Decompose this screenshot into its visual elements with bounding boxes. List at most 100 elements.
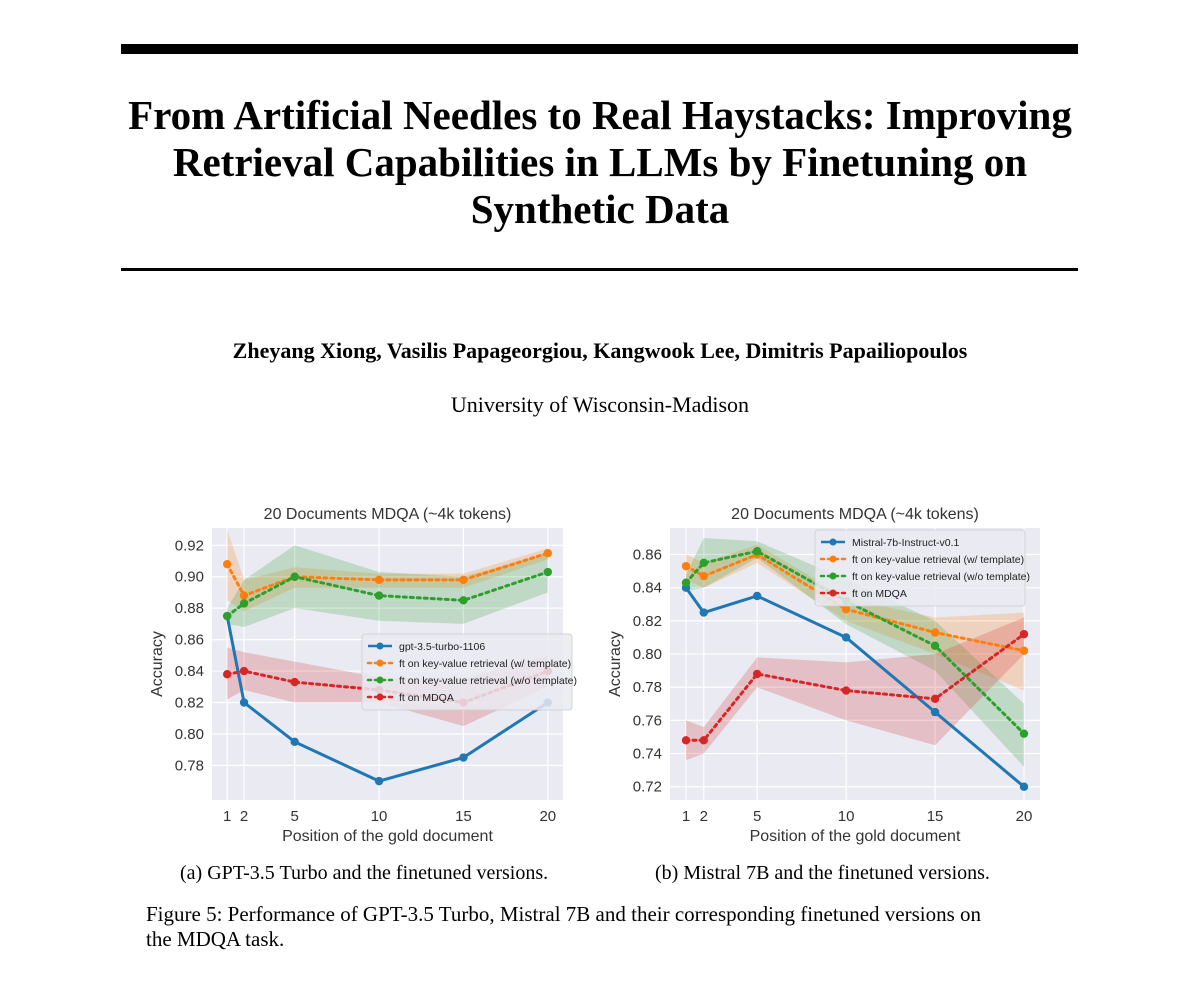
y-tick-label: 0.84 [633, 580, 662, 597]
y-axis-label: Accuracy [149, 631, 166, 697]
top-rule [121, 44, 1078, 54]
data-point [930, 641, 940, 650]
data-point [841, 686, 851, 695]
legend-marker [376, 676, 384, 684]
data-point [239, 599, 249, 608]
x-tick-label: 1 [223, 808, 231, 825]
legend-label: ft on key-value retrieval (w/ template) [852, 554, 1024, 566]
data-point [752, 669, 762, 679]
confidence-band [227, 545, 548, 628]
data-point [239, 666, 249, 676]
y-tick-label: 0.80 [633, 646, 662, 663]
chart-gpt35: 0.78 0.80 0.82 0.84 0.86 0.88 0.90 0.92 1 2 5 10 15 2… [149, 506, 577, 845]
legend-label: ft on key-value retrieval (w/ template) [399, 658, 571, 670]
x-tick-label: 15 [455, 808, 472, 825]
data-point [1019, 629, 1029, 639]
legend-box [361, 633, 573, 711]
data-point [681, 736, 691, 745]
data-point [699, 558, 708, 568]
data-point [459, 596, 468, 605]
data-point [699, 736, 708, 745]
x-tick-label: 15 [927, 808, 944, 825]
data-point [841, 633, 851, 642]
y-tick-label: 0.86 [175, 632, 204, 649]
figure-caption-line-2: the MDQA task. [146, 927, 285, 951]
legend-label: ft on key-value retrieval (w/o template) [399, 675, 577, 687]
affiliation: University of Wisconsin-Madison [450, 392, 750, 417]
legend-marker [829, 538, 837, 546]
y-tick-label: 0.82 [175, 695, 204, 712]
data-point [752, 547, 762, 556]
chart-title: 20 Documents MDQA (~4k tokens) [731, 506, 979, 523]
chart-mistral: 0.72 0.74 0.76 0.78 0.80 0.82 0.84 0.86 1 2 5 10 15 2… [607, 506, 1040, 845]
y-tick-label: 0.78 [633, 679, 662, 696]
x-tick-label: 10 [371, 808, 388, 825]
data-point [752, 591, 762, 601]
x-tick-label: 20 [1016, 808, 1033, 825]
legend-label: ft on key-value retrieval (w/o template) [852, 571, 1030, 583]
series-line [684, 586, 1025, 788]
legend-label: ft on MDQA [399, 692, 454, 704]
figure-caption: Figure 5: Performance of GPT-3.5 Turbo, … [146, 902, 1066, 952]
data-point [699, 571, 708, 581]
x-tick-label: 1 [682, 808, 690, 825]
y-tick-label: 0.86 [633, 547, 662, 564]
y-tick-label: 0.92 [175, 537, 204, 554]
title-rule [121, 268, 1078, 271]
legend-label: gpt-3.5-turbo-1106 [399, 641, 485, 653]
data-point [930, 707, 940, 717]
data-point [290, 737, 299, 747]
data-point [222, 559, 232, 569]
y-tick-label: 0.72 [633, 779, 662, 796]
title-line-1: From Artificial Needles to Real Haystack… [128, 92, 1072, 138]
x-tick-label: 2 [240, 808, 248, 825]
data-point [290, 572, 299, 581]
data-point [681, 578, 691, 587]
data-point [841, 605, 851, 614]
chart-title: 20 Documents MDQA (~4k tokens) [264, 506, 512, 523]
legend: gpt-3.5-turbo-1106 ft on key-value retrie… [361, 633, 577, 711]
data-point [290, 677, 299, 687]
data-point [1019, 782, 1029, 791]
data-point [681, 561, 691, 571]
data-point [239, 698, 249, 707]
subcaption-b: (b) Mistral 7B and the finetuned version… [655, 862, 990, 884]
data-point [374, 575, 384, 585]
legend-marker [376, 693, 384, 701]
confidence-band [686, 544, 1024, 691]
data-point [374, 591, 384, 600]
legend-marker [829, 555, 837, 563]
data-point [930, 628, 940, 637]
data-point [543, 567, 553, 577]
y-tick-label: 0.76 [633, 712, 662, 729]
legend-label: Mistral-7b-Instruct-v0.1 [852, 537, 960, 549]
data-point [222, 611, 232, 621]
data-point [459, 753, 468, 762]
data-point [1019, 729, 1029, 738]
data-point [374, 776, 384, 786]
title-line-3: Synthetic Data [470, 186, 730, 232]
author-list: Zheyang Xiong, Vasilis Papageorgiou, Kan… [232, 338, 968, 363]
legend-marker [829, 572, 837, 580]
x-tick-label: 5 [753, 808, 761, 825]
y-tick-label: 0.74 [633, 746, 662, 763]
subcaption-a: (a) GPT-3.5 Turbo and the finetuned vers… [180, 862, 549, 884]
legend-marker [376, 659, 384, 667]
confidence-band [227, 529, 548, 612]
data-point [1019, 646, 1029, 655]
y-tick-label: 0.90 [175, 569, 204, 586]
x-axis-label: Position of the gold document [282, 828, 493, 845]
x-tick-label: 20 [539, 808, 556, 825]
x-tick-label: 2 [700, 808, 708, 825]
data-point [222, 670, 232, 679]
figure-caption-line-1: Figure 5: Performance of GPT-3.5 Turbo, … [146, 902, 982, 926]
data-point [459, 575, 468, 585]
series-line [684, 549, 1026, 736]
legend-box [814, 529, 1026, 607]
x-axis-label: Position of the gold document [750, 828, 961, 845]
data-point [239, 591, 249, 600]
paper-title: From Artificial Needles to Real Haystack… [60, 92, 1140, 233]
x-tick-label: 5 [291, 808, 299, 825]
legend-marker [829, 589, 837, 597]
y-tick-label: 0.82 [633, 613, 662, 630]
